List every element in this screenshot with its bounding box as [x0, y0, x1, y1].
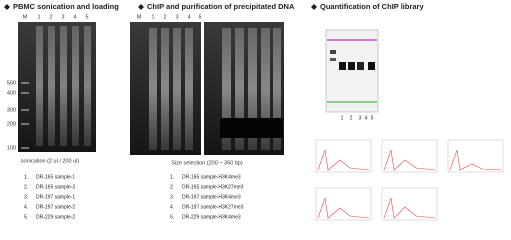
panel-title: PBMC sonication and loading — [13, 2, 119, 11]
lane-label: 3 — [359, 115, 362, 121]
sample-number: 3. — [24, 194, 28, 200]
bullet — [4, 4, 10, 10]
lane-label: 1 — [341, 115, 344, 121]
lane-label: 2 — [350, 115, 353, 121]
sample-name: DR-165 sample-H3K27me3 — [182, 184, 244, 190]
electropherogram-traces — [317, 149, 502, 219]
gel-image — [18, 22, 96, 152]
panel-title: Quantification of ChIP library — [320, 2, 424, 11]
gel-bands — [327, 39, 377, 103]
sample-name: DR-229 sample-H3K4me3 — [182, 214, 241, 220]
caption: sonication (2 ul / 200 ul) — [21, 158, 80, 164]
sample-number: 3. — [170, 194, 174, 200]
caption: Size selection (200 ~ 350 bp) — [171, 160, 243, 166]
page: PBMC sonication and loading ChIP and pur… — [4, 1, 504, 221]
electropherogram-frames — [315, 139, 504, 221]
sample-number: 1. — [24, 174, 28, 180]
lane-label: 4 — [187, 14, 190, 20]
lane-label: 5 — [371, 115, 374, 121]
gel-lanes — [36, 26, 91, 146]
lane-label: 1 — [37, 14, 40, 20]
sample-name: DR-197 sample-H3K27me3 — [182, 204, 244, 210]
lane-label: 3 — [175, 14, 178, 20]
lane-label: 4 — [365, 115, 368, 121]
sample-number: 5. — [24, 214, 28, 220]
sample-name: DR-229 sample-2 — [36, 214, 75, 220]
sample-number: 4. — [24, 204, 28, 210]
sample-number: 2. — [24, 184, 28, 190]
lane-label: 1 — [151, 14, 154, 20]
figure: PBMC sonication and loading ChIP and pur… — [4, 2, 504, 221]
ladder-label: 500 — [7, 80, 16, 86]
lane-label: M — [23, 14, 28, 20]
sample-name: DR-197 sample-1 — [36, 194, 75, 200]
sample-number: 4. — [170, 204, 174, 210]
ladder-bands — [21, 82, 29, 149]
lane-label: M — [137, 14, 142, 20]
lane-label: 5 — [85, 14, 88, 20]
sample-number: 2. — [170, 184, 174, 190]
lane-label: 2 — [49, 14, 52, 20]
lane-label: 5 — [198, 14, 201, 20]
gel-lanes — [149, 28, 281, 150]
sample-name: DR-165 sample-3 — [36, 184, 75, 190]
lane-label: 4 — [73, 14, 76, 20]
ladder-label: 300 — [7, 107, 16, 113]
bullet — [311, 4, 317, 10]
sample-number: 5. — [170, 214, 174, 220]
ladder-label: 200 — [7, 121, 16, 127]
panel-title: ChIP and purification of precipitated DN… — [147, 2, 295, 11]
sample-name: DR-197 sample-H3K4me3 — [182, 194, 241, 200]
bullet — [138, 4, 144, 10]
ladder-label: 400 — [7, 90, 16, 96]
lane-label: 3 — [61, 14, 64, 20]
sample-name: DR-165 sample-H3K4me3 — [182, 174, 241, 180]
gel-image — [325, 29, 379, 113]
sample-name: DR-165 sample-1 — [36, 174, 75, 180]
ladder-label: 100 — [7, 145, 16, 151]
lane-label: 2 — [163, 14, 166, 20]
sample-number: 1. — [170, 174, 174, 180]
excised-region — [220, 118, 283, 138]
sample-name: DR-197 sample-2 — [36, 204, 75, 210]
